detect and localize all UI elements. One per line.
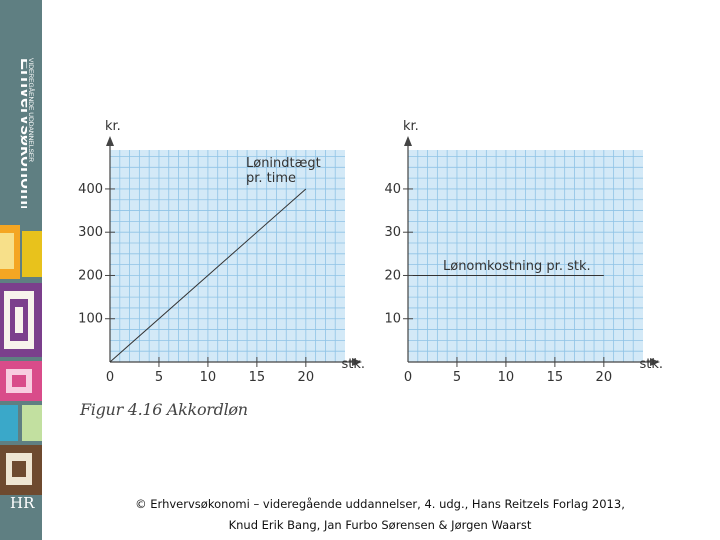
y-tick-label: 30 [384, 225, 401, 240]
y-axis-label: kr. [105, 119, 121, 134]
publisher-logo: HR [10, 494, 35, 512]
x-axis-arrow [650, 358, 660, 366]
series-annotation: pr. time [246, 171, 296, 186]
y-tick-label: 300 [78, 225, 103, 240]
footer-line-2: Knud Erik Bang, Jan Furbo Sørensen & Jør… [228, 518, 532, 532]
x-axis-label: stk. [341, 357, 365, 372]
y-tick-label: 20 [384, 268, 401, 283]
y-axis-arrow [106, 136, 114, 146]
y-axis-label: kr. [403, 119, 419, 134]
chart-left: 0 5 10 15 20 100 200 300 400 kr. stk. Lønindtægtpr… [78, 119, 365, 385]
y-tick-label: 400 [78, 182, 103, 197]
brand-title: Erhvervsøkonomi [17, 58, 27, 208]
x-tick-label: 20 [298, 370, 315, 385]
figure-caption: Figur 4.16 Akkordløn [80, 400, 248, 419]
decorative-pattern [0, 225, 42, 495]
chart-right: 0 5 10 15 20 10 20 30 40 kr. stk. Lønomkostning pr… [384, 119, 663, 385]
x-axis-label: stk. [639, 357, 663, 372]
x-tick-label: 10 [498, 370, 515, 385]
y-axis-arrow [404, 136, 412, 146]
x-tick-label: 0 [106, 370, 114, 385]
copyright-footer: © Erhvervsøkonomi – videregående uddanne… [100, 494, 660, 536]
brand-title-text: Erhvervsøkonomi [17, 58, 27, 208]
y-tick-label: 40 [384, 182, 401, 197]
footer-line-1: © Erhvervsøkonomi – videregående uddanne… [135, 497, 625, 511]
series-annotation: Lønindtægt [246, 156, 321, 171]
brand-subtitle-text: VIDEREGÅENDE UDDANNELSER [27, 58, 36, 162]
x-tick-label: 20 [596, 370, 613, 385]
x-tick-label: 5 [155, 370, 163, 385]
x-tick-label: 15 [249, 370, 266, 385]
y-tick-label: 10 [384, 312, 401, 327]
x-tick-label: 10 [200, 370, 217, 385]
x-axis-arrow [352, 358, 362, 366]
y-tick-label: 200 [78, 268, 103, 283]
sidebar: Erhvervsøkonomi VIDEREGÅENDE UDDANNELSER… [0, 0, 42, 540]
x-tick-label: 0 [404, 370, 412, 385]
series-annotation: Lønomkostning pr. stk. [443, 259, 591, 274]
x-tick-label: 5 [453, 370, 461, 385]
series-line [109, 188, 307, 363]
y-tick-label: 100 [78, 312, 103, 327]
x-tick-label: 15 [547, 370, 564, 385]
brand-subtitle: VIDEREGÅENDE UDDANNELSER [27, 58, 36, 162]
